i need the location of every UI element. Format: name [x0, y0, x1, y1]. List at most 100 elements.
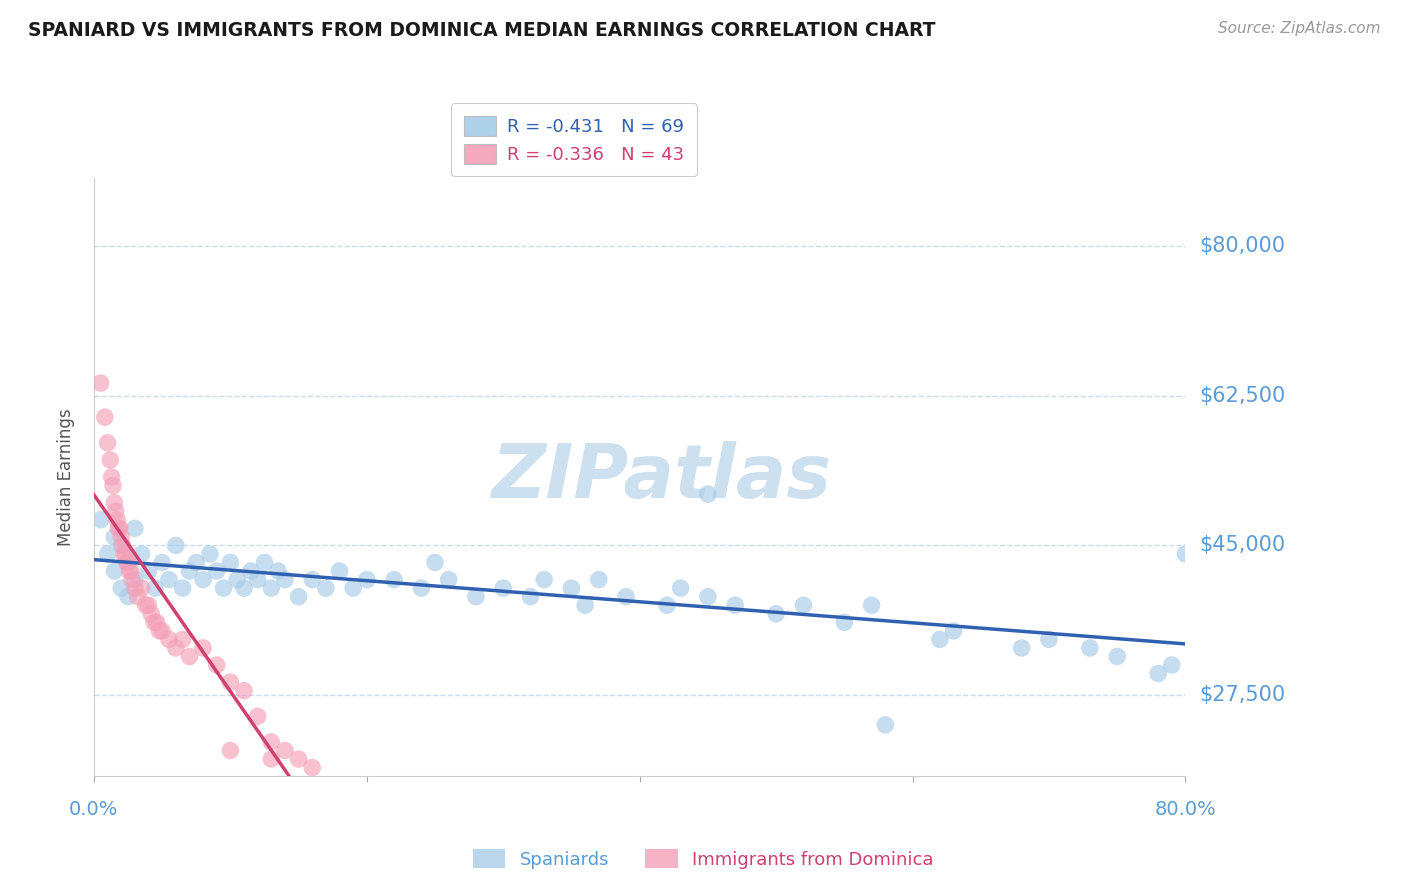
Text: $27,500: $27,500	[1199, 685, 1285, 705]
Point	[860, 599, 883, 613]
Point	[219, 675, 242, 690]
Text: ZIPatlas: ZIPatlas	[492, 441, 831, 514]
Point	[1107, 649, 1129, 664]
Point	[574, 599, 596, 613]
Point	[108, 521, 131, 535]
Point	[107, 521, 129, 535]
Point	[131, 581, 153, 595]
Point	[179, 649, 201, 664]
Point	[121, 573, 143, 587]
Point	[110, 530, 132, 544]
Text: 80.0%: 80.0%	[1154, 800, 1216, 819]
Text: $45,000: $45,000	[1199, 535, 1285, 556]
Point	[198, 547, 221, 561]
Point	[143, 615, 166, 630]
Point	[411, 581, 433, 595]
Point	[696, 590, 718, 604]
Point	[143, 581, 166, 595]
Point	[669, 581, 692, 595]
Point	[1011, 640, 1033, 655]
Point	[117, 590, 139, 604]
Point	[765, 607, 787, 621]
Point	[875, 718, 897, 732]
Point	[588, 573, 610, 587]
Point	[138, 564, 160, 578]
Point	[260, 581, 283, 595]
Point	[1174, 547, 1197, 561]
Legend: Spaniards, Immigrants from Dominica: Spaniards, Immigrants from Dominica	[465, 841, 941, 876]
Point	[124, 521, 146, 535]
Point	[124, 581, 146, 595]
Point	[382, 573, 405, 587]
Y-axis label: Median Earnings: Median Earnings	[58, 409, 75, 546]
Point	[117, 556, 139, 570]
Point	[104, 504, 127, 518]
Point	[465, 590, 488, 604]
Point	[111, 538, 134, 552]
Point	[492, 581, 515, 595]
Point	[131, 547, 153, 561]
Point	[239, 564, 262, 578]
Point	[233, 683, 256, 698]
Point	[246, 709, 269, 723]
Point	[165, 640, 187, 655]
Point	[179, 564, 201, 578]
Point	[172, 581, 194, 595]
Point	[112, 547, 135, 561]
Point	[1147, 666, 1170, 681]
Point	[103, 496, 125, 510]
Point	[219, 556, 242, 570]
Point	[287, 590, 309, 604]
Legend: R = -0.431   N = 69, R = -0.336   N = 43: R = -0.431 N = 69, R = -0.336 N = 43	[451, 103, 697, 177]
Point	[98, 453, 121, 467]
Point	[101, 478, 124, 492]
Point	[165, 538, 187, 552]
Point	[105, 513, 128, 527]
Point	[90, 513, 112, 527]
Point	[172, 632, 194, 647]
Point	[260, 752, 283, 766]
Point	[97, 547, 120, 561]
Point	[110, 538, 132, 552]
Point	[94, 410, 117, 425]
Point	[834, 615, 856, 630]
Point	[186, 556, 208, 570]
Point	[90, 376, 112, 390]
Point	[1038, 632, 1060, 647]
Point	[97, 435, 120, 450]
Point	[301, 761, 323, 775]
Point	[274, 573, 297, 587]
Point	[205, 658, 228, 673]
Point	[519, 590, 541, 604]
Point	[117, 556, 139, 570]
Point	[233, 581, 256, 595]
Text: SPANIARD VS IMMIGRANTS FROM DOMINICA MEDIAN EARNINGS CORRELATION CHART: SPANIARD VS IMMIGRANTS FROM DOMINICA MED…	[28, 21, 935, 39]
Point	[942, 624, 965, 638]
Point	[157, 573, 180, 587]
Point	[928, 632, 950, 647]
Point	[267, 564, 290, 578]
Point	[148, 624, 170, 638]
Point	[253, 556, 276, 570]
Text: $80,000: $80,000	[1199, 236, 1285, 256]
Point	[246, 573, 269, 587]
Point	[103, 564, 125, 578]
Point	[301, 573, 323, 587]
Point	[212, 581, 235, 595]
Point	[655, 599, 678, 613]
Point	[696, 487, 718, 501]
Point	[138, 599, 160, 613]
Text: 0.0%: 0.0%	[69, 800, 118, 819]
Point	[533, 573, 555, 587]
Point	[1078, 640, 1101, 655]
Point	[127, 590, 149, 604]
Point	[226, 573, 249, 587]
Point	[150, 624, 173, 638]
Point	[560, 581, 582, 595]
Point	[145, 615, 167, 630]
Point	[205, 564, 228, 578]
Point	[328, 564, 350, 578]
Point	[191, 640, 214, 655]
Point	[141, 607, 163, 621]
Point	[356, 573, 378, 587]
